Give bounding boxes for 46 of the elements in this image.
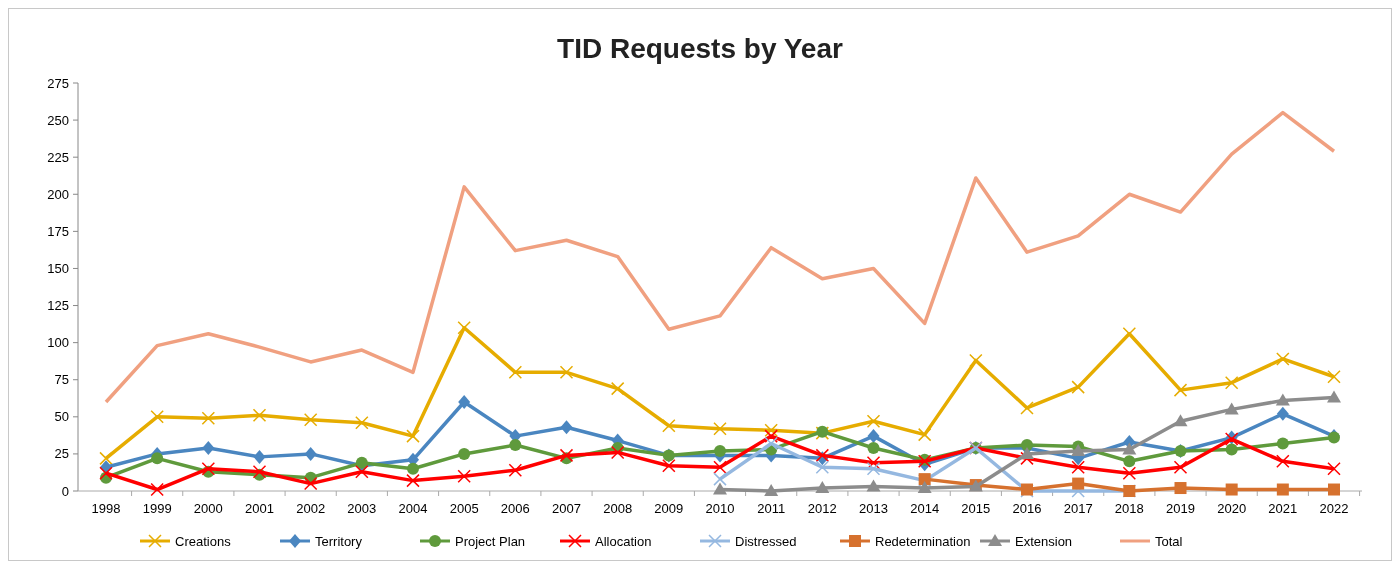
legend-label: Total [1155, 533, 1183, 549]
y-tick-label: 25 [54, 446, 69, 462]
x-tick-label: 2009 [654, 501, 684, 516]
y-tick-label: 275 [47, 75, 69, 91]
x-tick-label: 2008 [603, 501, 633, 516]
legend-label: Extension [1015, 533, 1073, 549]
y-tick-label: 100 [47, 335, 69, 351]
legend-label: Creations [175, 533, 232, 549]
x-tick-label: 2018 [1114, 501, 1144, 516]
x-tick-label: 2002 [296, 501, 326, 516]
legend-label: Territory [315, 533, 363, 549]
y-tick-label: 0 [61, 483, 69, 499]
x-tick-label: 2000 [193, 501, 223, 516]
y-tick-label: 125 [47, 298, 69, 314]
x-tick-label: 2022 [1319, 501, 1349, 516]
x-tick-label: 2019 [1166, 501, 1195, 516]
legend-label: Redetermination [875, 533, 971, 549]
x-tick-label: 1999 [142, 501, 172, 516]
x-tick-label: 2020 [1217, 501, 1247, 516]
legend-label: Project Plan [455, 533, 526, 549]
x-tick-label: 2010 [705, 501, 735, 516]
y-tick-label: 75 [54, 372, 69, 388]
x-tick-label: 2015 [961, 501, 991, 516]
x-tick-label: 2021 [1268, 501, 1298, 516]
x-tick-label: 2017 [1063, 501, 1093, 516]
x-tick-label: 2012 [807, 501, 837, 516]
y-tick-label: 50 [54, 409, 69, 425]
x-tick-label: 2014 [910, 501, 940, 516]
x-tick-label: 2013 [859, 501, 888, 516]
x-tick-label: 2011 [757, 501, 786, 516]
x-tick-label: 2001 [245, 501, 274, 516]
x-tick-label: 2007 [552, 501, 581, 516]
chart-title: TID Requests by Year [557, 33, 844, 64]
x-tick-label: 2003 [347, 501, 377, 516]
y-tick-label: 150 [47, 261, 69, 276]
x-tick-label: 2016 [1012, 501, 1042, 516]
y-tick-label: 200 [47, 186, 69, 202]
y-tick-label: 225 [47, 149, 69, 165]
y-tick-label: 175 [47, 223, 69, 239]
legend-label: Allocation [595, 533, 652, 549]
y-tick-label: 250 [47, 112, 69, 128]
x-tick-label: 2004 [398, 501, 428, 516]
x-tick-label: 1998 [91, 501, 121, 516]
x-tick-label: 2006 [500, 501, 530, 516]
legend-label: Distressed [735, 533, 797, 549]
x-tick-label: 2005 [449, 501, 479, 516]
